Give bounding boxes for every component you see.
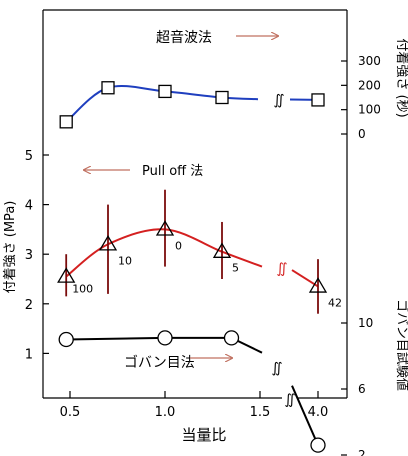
- marker-triangle: [212, 242, 232, 258]
- x-ticks: 0.5 1.0 1.5 4.0: [60, 391, 329, 420]
- marker-triangle: [308, 277, 328, 293]
- marker-circle: [157, 330, 173, 346]
- y-tick-label: 4: [25, 199, 33, 214]
- y-axis-title-goban: ゴバン目試験値: [394, 299, 408, 391]
- marker-square: [311, 93, 325, 107]
- marker-circle: [58, 331, 74, 348]
- y-tick-label: 10: [358, 316, 373, 330]
- y-axis-pulloff: 1 2 3 4 5: [25, 149, 49, 362]
- y-tick-label: 1: [25, 347, 33, 362]
- y-tick-label: 2: [358, 448, 366, 456]
- label-goban: ゴバン目法: [124, 354, 195, 371]
- point-label: 10: [118, 254, 132, 267]
- label-pulloff: Pull off 法: [142, 164, 203, 179]
- series-line-pulloff-tail: [291, 269, 319, 288]
- y-tick-label: 3: [25, 248, 33, 263]
- y-tick-label: 6: [358, 382, 366, 396]
- marker-square: [215, 90, 229, 105]
- series-break-pulloff: ∬: [276, 261, 287, 277]
- series-break-goban: ∬: [271, 361, 282, 377]
- series-goban: ∬: [58, 330, 326, 453]
- x-axis-title: 当量比: [181, 426, 226, 444]
- point-label: 0: [175, 239, 182, 252]
- x-tick-label: 1.5: [250, 405, 271, 420]
- y-axis-title-ultrasonic: 付着強さ (秒): [394, 38, 408, 117]
- marker-triangle: [98, 234, 118, 251]
- x-tick-label: 0.5: [60, 405, 81, 420]
- marker-circle: [223, 330, 240, 346]
- marker-square: [101, 81, 115, 95]
- y-axis-ultrasonic: 0 100 200 300: [341, 54, 381, 141]
- point-label: 100: [72, 283, 93, 296]
- label-ultrasonic: 超音波法: [156, 29, 212, 46]
- y-tick-label: 0: [358, 127, 366, 141]
- y-axis-title-pulloff: 付着強さ (MPa): [2, 201, 18, 294]
- y-tick-label: 300: [358, 54, 381, 68]
- x-tick-label: 4.0: [308, 405, 329, 420]
- marker-triangle: [155, 220, 175, 236]
- marker-circle: [310, 437, 326, 453]
- series-break-ultrasonic: ∬: [273, 92, 284, 108]
- y-tick-label: 5: [25, 149, 33, 164]
- y-tick-label: 100: [358, 103, 381, 117]
- marker-triangle: [57, 267, 76, 283]
- y-tick-label: 2: [25, 298, 33, 313]
- series-line-goban-tail: [291, 385, 319, 446]
- point-label: 42: [328, 296, 342, 309]
- y-axis-goban: 2 6 10: [341, 316, 373, 456]
- x-axis-break: ∬: [284, 392, 295, 408]
- x-tick-label: 1.0: [155, 405, 176, 420]
- y-tick-label: 200: [358, 78, 381, 92]
- series-line-goban: [66, 336, 232, 341]
- point-label: 5: [232, 262, 239, 275]
- marker-square: [59, 115, 73, 129]
- marker-square: [158, 84, 172, 99]
- series-ultrasonic: ∬: [59, 81, 325, 129]
